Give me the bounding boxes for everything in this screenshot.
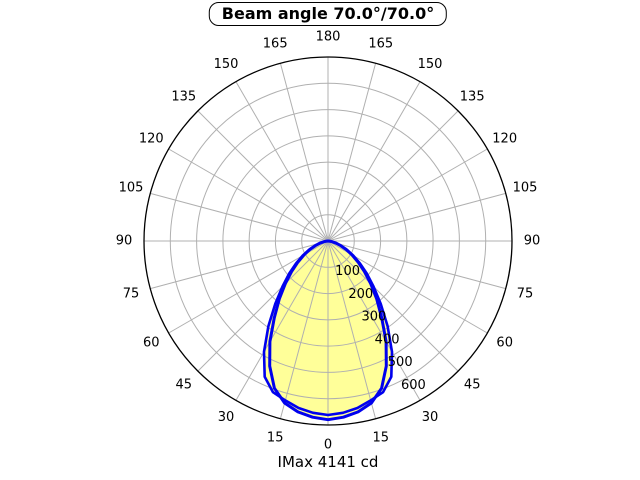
radial-tick-label-500: 500 [388,355,413,370]
radial-tick-label-600: 600 [401,378,426,393]
grid-spoke-135 [327,110,459,242]
angle-tick-label-165-left: 165 [263,37,288,52]
grid-spoke-30 [327,240,421,401]
angle-tick-label-30-left: 30 [218,410,235,425]
angle-tick-label-165-right: 165 [368,37,393,52]
grid-spoke-195 [279,63,329,242]
grid-spoke-315 [197,240,329,372]
angle-tick-label-30-right: 30 [422,410,439,425]
radial-tick-label-100: 100 [335,264,360,279]
grid-spoke-75 [327,240,506,290]
grid-spoke-45 [327,240,459,372]
grid-spoke-240 [168,148,329,242]
grid-spoke-255 [150,192,329,242]
angle-tick-label-60-left: 60 [143,336,160,351]
grid-spoke-150 [327,81,421,242]
angle-tick-label-60-right: 60 [496,336,513,351]
grid-spoke-120 [327,148,488,242]
angle-tick-label-135-left: 135 [171,89,196,104]
angle-tick-label-45-right: 45 [464,378,481,393]
chart-title: Beam angle 70.0°/70.0° [208,2,448,26]
angle-tick-label-120-right: 120 [492,132,517,147]
polar-outline [143,56,513,426]
angle-tick-label-105-right: 105 [513,181,538,196]
grid-spoke-225 [197,110,329,242]
grid-spoke-345 [279,240,329,419]
grid-spoke-285 [150,240,329,290]
grid-spoke-105 [327,192,506,242]
angle-tick-label-75-right: 75 [517,286,534,301]
grid-spoke-15 [327,240,377,419]
angle-tick-label-15-left: 15 [267,431,284,446]
angle-tick-label-0-right: 0 [324,438,332,453]
angle-tick-label-180-right: 180 [316,30,341,45]
angle-tick-label-135-right: 135 [460,89,485,104]
angle-tick-label-15-right: 15 [373,431,390,446]
grid-spoke-165 [327,63,377,242]
angle-tick-label-90-left: 90 [116,234,133,249]
angle-tick-label-75-left: 75 [123,286,140,301]
grid-spoke-330 [235,240,329,401]
angle-tick-label-105-left: 105 [119,181,144,196]
beam-curve-2 [262,239,394,417]
radial-tick-label-400: 400 [375,332,400,347]
angle-tick-label-90-right: 90 [524,234,541,249]
angle-tick-label-45-left: 45 [176,378,193,393]
imax-footer-label: IMax 4141 cd [277,453,379,471]
angle-tick-label-150-right: 150 [418,57,443,72]
angle-tick-label-150-left: 150 [214,57,239,72]
radial-tick-label-200: 200 [348,287,373,302]
angle-tick-label-120-left: 120 [139,132,164,147]
grid-spoke-210 [235,81,329,242]
radial-tick-label-300: 300 [361,310,386,325]
